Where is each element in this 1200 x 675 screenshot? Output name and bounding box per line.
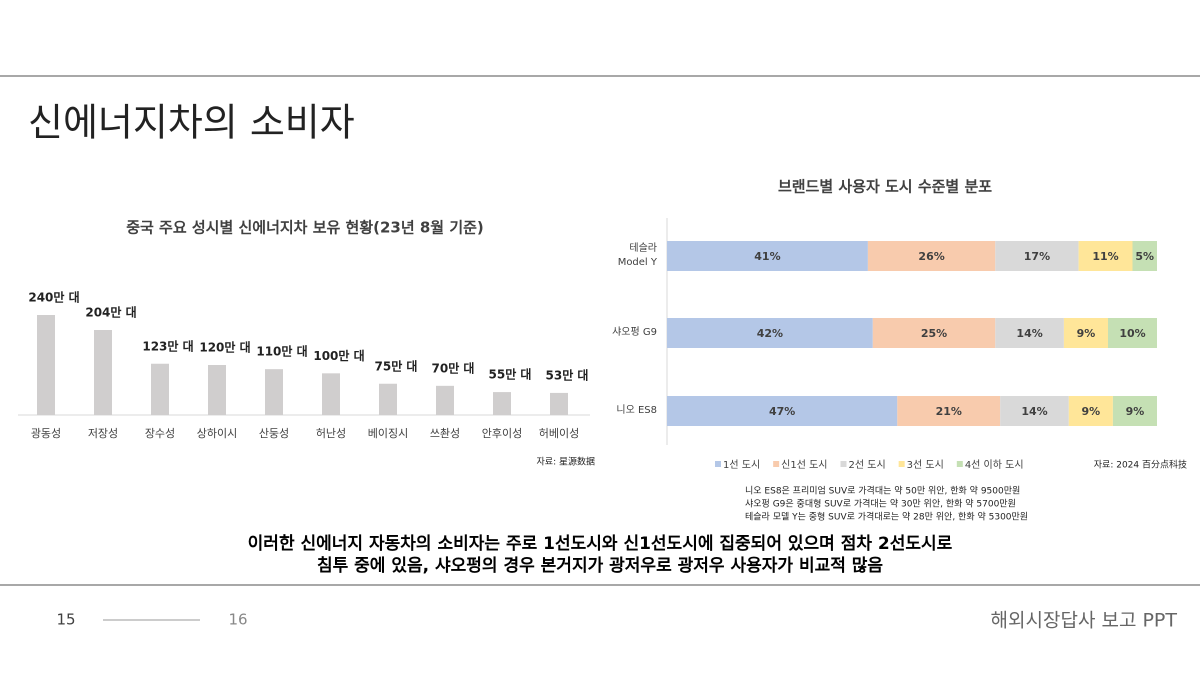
data-label: 123만 대 <box>142 338 193 353</box>
data-label: 10% <box>1119 327 1145 340</box>
bar <box>94 330 112 415</box>
x-tick-label: 광동성 <box>31 427 61 440</box>
legend-swatch <box>840 461 847 467</box>
bar-segment <box>1108 318 1157 348</box>
summary: 이러한 신에너지 자동차의 소비자는 주로 1선도시와 신1선도시에 집중되어 … <box>248 534 953 554</box>
data-label: 14% <box>1021 405 1047 418</box>
bar <box>379 383 397 415</box>
bar <box>265 369 283 415</box>
bar <box>322 373 340 415</box>
data-label: 75만 대 <box>375 358 418 373</box>
bar-segment <box>1000 396 1069 426</box>
bar-segment <box>995 318 1064 348</box>
bar-segment <box>872 318 996 348</box>
data-label: 41% <box>754 250 780 263</box>
legend-label: 2선 도시 <box>849 459 886 471</box>
bar-segment <box>667 396 898 426</box>
source: 자료: 2024 百分点科技 <box>1094 459 1187 471</box>
slide-title: 신에너지차의 소비자 <box>28 101 355 145</box>
data-label: 240만 대 <box>28 290 79 305</box>
chart-title: 브랜드별 사용자 도시 수준별 분포 <box>778 178 992 196</box>
y-tick-label: 니오 ES8 <box>616 405 657 416</box>
data-label: 9% <box>1082 405 1101 418</box>
note: 니오 ES8은 프리미엄 SUV로 가격대는 약 50만 위안, 한화 약 95… <box>745 485 1020 497</box>
data-label: 70만 대 <box>432 360 475 375</box>
data-label: 9% <box>1077 327 1096 340</box>
legend-label: 4선 이하 도시 <box>965 458 1024 471</box>
note: 샤오펑 G9은 중대형 SUV로 가격대는 약 30만 위안, 한화 약 570… <box>745 498 1016 510</box>
x-tick-label: 장수성 <box>145 427 175 440</box>
data-label: 25% <box>921 327 947 340</box>
x-tick-label: 산둥성 <box>259 427 289 440</box>
bar-segment <box>1063 318 1108 348</box>
data-label: 9% <box>1126 405 1145 418</box>
bar-segment <box>667 241 868 271</box>
data-label: 100만 대 <box>313 348 364 363</box>
bar-segment <box>1112 396 1157 426</box>
footer-title: 해외시장답사 보고 PPT <box>991 610 1178 632</box>
summary: 침투 중에 있음, 샤오펑의 경우 본거지가 광저우로 광저우 사용자가 비교적… <box>317 555 883 576</box>
legend-swatch <box>773 461 780 467</box>
bar-segment <box>995 241 1079 271</box>
data-label: 53만 대 <box>546 367 589 382</box>
bar <box>37 315 55 415</box>
x-tick-label: 허난성 <box>316 427 346 440</box>
data-label: 14% <box>1016 327 1042 340</box>
data-label: 120만 대 <box>199 340 250 355</box>
data-label: 55만 대 <box>489 367 532 382</box>
page-next: 16 <box>228 611 247 629</box>
x-tick-label: 저장성 <box>88 427 118 440</box>
data-label: 42% <box>757 327 783 340</box>
data-label: 17% <box>1024 250 1050 263</box>
legend-label: 신1선 도시 <box>781 459 827 471</box>
x-tick-label: 허베이성 <box>539 427 579 440</box>
note: 테슬라 모델 Y는 중형 SUV로 가격대로는 약 28만 위안, 한화 약 5… <box>745 511 1028 523</box>
y-tick-label: 샤오펑 G9 <box>612 327 657 338</box>
chart-title: 중국 주요 성시별 신에너지차 보유 현황(23년 8월 기준) <box>126 219 484 237</box>
data-label: 21% <box>936 405 962 418</box>
x-tick-label: 쓰촨성 <box>430 427 460 440</box>
bar <box>436 385 454 415</box>
legend-label: 3선 도시 <box>907 459 944 471</box>
data-label: 26% <box>918 250 944 263</box>
bar-segment <box>1078 241 1133 271</box>
data-label: 204만 대 <box>85 305 136 320</box>
y-tick-label: 테슬라 Model Y <box>617 243 657 268</box>
legend-swatch <box>898 461 905 467</box>
data-label: 11% <box>1092 250 1118 263</box>
legend-swatch <box>715 461 721 467</box>
bar-segment <box>667 318 873 348</box>
bar-segment <box>1068 396 1113 426</box>
bar-segment <box>867 241 996 271</box>
page-current: 15 <box>56 611 75 629</box>
bar <box>493 392 511 415</box>
bar-segment <box>897 396 1001 426</box>
data-label: 5% <box>1135 250 1154 263</box>
bar-segment <box>1132 241 1157 271</box>
legend-label: 1선 도시 <box>723 459 760 471</box>
bar <box>208 365 226 415</box>
x-tick-label: 베이징시 <box>368 427 408 440</box>
source: 자료: 星源数据 <box>537 456 595 468</box>
data-label: 110만 대 <box>256 344 307 359</box>
data-label: 47% <box>769 405 795 418</box>
legend-swatch <box>956 461 963 467</box>
bar <box>550 392 568 415</box>
x-tick-label: 안후이성 <box>482 427 522 440</box>
x-tick-label: 상하이시 <box>197 426 237 440</box>
bar <box>151 363 169 415</box>
